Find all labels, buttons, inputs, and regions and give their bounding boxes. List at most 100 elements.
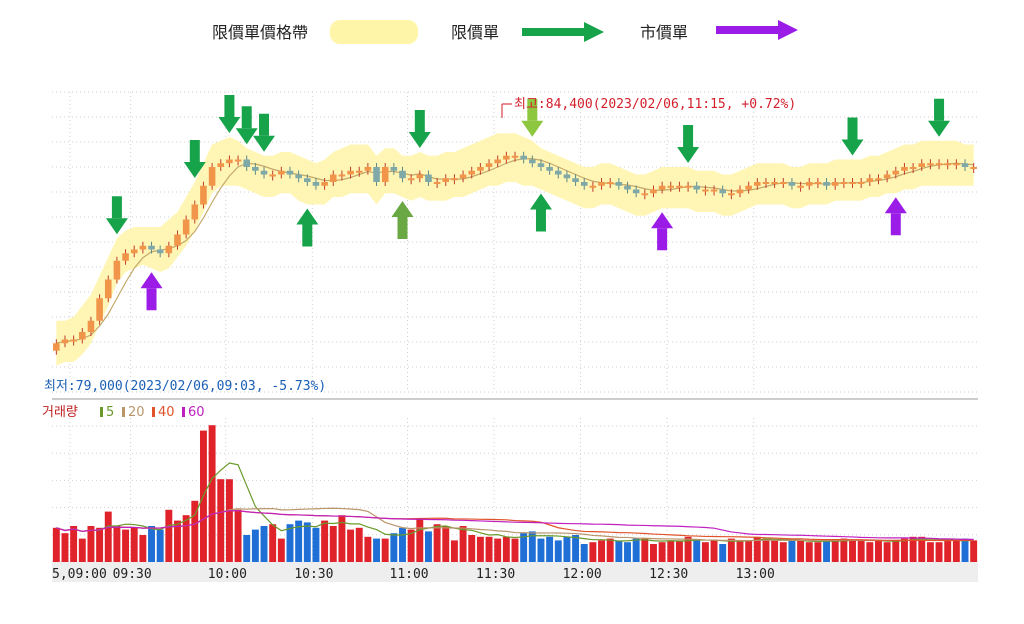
candle-body <box>918 163 926 167</box>
x-tick-label: 13:00 <box>736 567 775 582</box>
candles <box>53 151 977 355</box>
candle-body <box>122 253 129 261</box>
candle-body <box>892 170 900 175</box>
volume-bar <box>701 542 709 562</box>
x-axis-ticks: 5,09:00 09:30 10:00 10:30 11:00 11:30 12:00 12:… <box>52 567 775 582</box>
volume-bar <box>753 536 761 562</box>
volume-bar <box>260 526 268 562</box>
volume-bar <box>373 538 380 562</box>
volume-ma-line <box>56 510 974 540</box>
volume-bar <box>805 542 813 562</box>
volume-bar <box>494 538 502 562</box>
candle-body <box>226 159 233 164</box>
volume-bar <box>693 540 701 562</box>
candle-body <box>191 204 199 220</box>
candle-body <box>529 159 536 164</box>
volume-bar <box>148 526 155 562</box>
volume-bar <box>684 536 692 562</box>
candle-body <box>788 182 796 186</box>
candle-body <box>658 185 666 190</box>
volume-bar <box>952 540 960 562</box>
volume-bar <box>277 538 285 562</box>
limit-order-down-arrow-shaft <box>414 110 425 132</box>
candle-body <box>909 167 917 169</box>
candle-body <box>606 182 614 184</box>
volume-bar <box>104 511 112 562</box>
volume-bar <box>70 526 78 562</box>
volume-bar <box>727 538 735 562</box>
candle-body <box>156 249 164 254</box>
volume-bar <box>399 527 406 562</box>
x-tick-label: 11:30 <box>476 567 515 582</box>
limit-order-down-arrow-shaft <box>189 140 200 162</box>
volume-bar <box>823 540 831 562</box>
volume-bar <box>857 540 865 562</box>
volume-grid <box>52 418 978 563</box>
candle-body <box>364 167 372 171</box>
volume-bar <box>814 542 822 562</box>
volume-bar <box>407 529 415 562</box>
candle-body <box>710 189 718 192</box>
volume-bar <box>459 526 467 562</box>
volume-bar <box>788 540 796 562</box>
limit-order-down-arrow-head <box>105 218 128 235</box>
volume-bar <box>598 540 606 562</box>
volume-ma-lines <box>56 462 974 543</box>
volume-bar <box>347 529 355 562</box>
candle-body <box>399 170 406 179</box>
volume-bar <box>468 535 476 562</box>
legend-market-label: 市價單 <box>640 23 688 42</box>
order-up-arrow-head <box>651 212 674 229</box>
x-axis-strip <box>52 562 978 582</box>
candle-body <box>130 249 138 254</box>
candle-body <box>260 170 268 175</box>
volume-bar <box>554 540 562 562</box>
volume-bar <box>771 540 779 562</box>
candle-body <box>312 182 320 186</box>
volume-bar <box>572 535 580 562</box>
limit-order-down-arrow-shaft <box>683 125 694 147</box>
candle-body <box>779 182 787 184</box>
order-up-arrow-shaft <box>146 288 157 311</box>
volume-bar <box>364 536 372 562</box>
candle-body <box>451 178 458 181</box>
volume-bar <box>511 538 519 562</box>
candle-body <box>554 170 562 175</box>
candle-body <box>840 182 848 184</box>
candle-body <box>96 298 103 321</box>
order-up-arrow-shaft <box>657 228 668 251</box>
candle-body <box>953 163 960 166</box>
candle-body <box>503 155 510 160</box>
candle-body <box>79 332 86 340</box>
candle-body <box>416 174 424 179</box>
candle-body <box>684 185 692 188</box>
candle-body <box>823 182 830 186</box>
volume-bar <box>736 540 744 562</box>
volume-bar <box>641 538 649 562</box>
volume-bar <box>528 531 536 562</box>
volume-legend-label: 거래량 <box>42 405 78 420</box>
candle-body <box>615 182 623 186</box>
candle-body <box>537 163 545 167</box>
volume-bar <box>329 526 337 562</box>
candle-body <box>381 167 389 182</box>
volume-bar <box>970 540 978 562</box>
candle-body <box>857 182 865 184</box>
candle-body <box>53 343 60 351</box>
volume-bar <box>78 538 86 562</box>
candle-body <box>425 174 432 182</box>
candle-body <box>632 189 640 194</box>
limit-order-price-band <box>56 133 974 366</box>
volume-bar <box>875 540 882 562</box>
volume-bar <box>442 526 450 562</box>
volume-bar <box>658 542 666 562</box>
order-up-arrow-head <box>296 208 319 225</box>
candle-body <box>217 163 225 167</box>
volume-bar <box>719 544 727 562</box>
x-tick-label: 12:30 <box>649 567 688 582</box>
volume-bar <box>321 520 329 562</box>
candle-body <box>676 185 683 188</box>
candle-body <box>572 178 579 182</box>
volume-ma-label: 40 <box>158 405 175 420</box>
legend-limit-label: 限價單 <box>451 23 499 42</box>
